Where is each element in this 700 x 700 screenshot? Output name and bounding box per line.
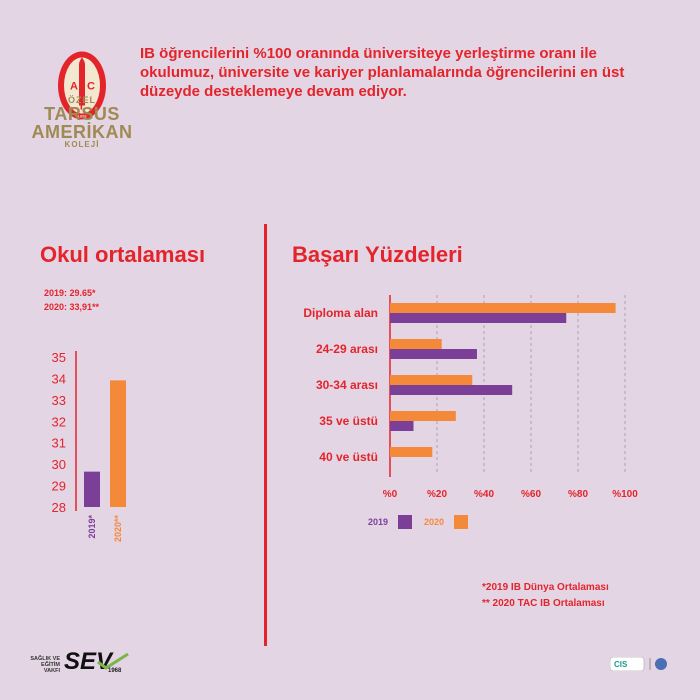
school-name-line1: ÖZEL xyxy=(68,95,96,105)
school-name-line4: KOLEJİ xyxy=(64,140,100,149)
left-chart-tick-label: 29 xyxy=(52,479,66,494)
cis-label: CIS xyxy=(614,660,628,669)
right-chart-tick-label: %100 xyxy=(612,489,638,500)
right-chart-category-label: Diploma alan xyxy=(303,306,378,320)
left-chart-tick-label: 32 xyxy=(52,414,66,429)
school-name-line3: AMERİKAN xyxy=(31,122,133,142)
sev-tagline-line1: SAĞLIK VE xyxy=(30,656,60,662)
right-chart-tick-label: %40 xyxy=(474,489,494,500)
right-chart-bar-2019 xyxy=(390,421,414,431)
sev-tagline-line2: EĞİTİM xyxy=(41,662,60,668)
left-chart-category-label: 2020** xyxy=(113,515,123,543)
sev-tagline-line3: VAKFI xyxy=(43,668,60,674)
cis-badge xyxy=(610,657,645,671)
left-chart-tick-label: 28 xyxy=(52,500,66,515)
left-chart-tick-label: 31 xyxy=(52,436,66,451)
basari-yuzdeleri-title: Başarı Yüzdeleri xyxy=(292,242,463,267)
torch-icon xyxy=(79,65,85,106)
cis-logo: CIS xyxy=(610,657,667,671)
logo-letter-a: A xyxy=(70,81,78,93)
left-chart-tick-label: 30 xyxy=(52,457,66,472)
left-chart-tick-label: 34 xyxy=(52,371,66,386)
right-chart-bar-2020 xyxy=(390,303,616,313)
right-chart-tick-label: %20 xyxy=(427,489,447,500)
school-name-line2: TARSUS xyxy=(44,104,120,124)
basari-yuzdeleri-chart: %0 %20 %40 %60 %80 %100 Diploma alan 24-29 aras… xyxy=(303,295,638,500)
sev-year: 1968 xyxy=(108,668,122,674)
right-chart-category-label: 40 ve üstü xyxy=(319,450,378,464)
left-chart-category-label: 2019* xyxy=(87,515,97,539)
right-chart-category-label: 30-34 arası xyxy=(316,378,378,392)
logo-letter-t: T xyxy=(78,101,85,113)
right-chart-bar-2020 xyxy=(390,411,456,421)
sev-check-icon xyxy=(97,652,129,670)
left-chart-tick-label: 33 xyxy=(52,393,66,408)
chart-legend: 2019 2020 xyxy=(368,515,468,529)
sev-logo-text: SEV xyxy=(64,648,113,675)
legend-swatch-2020 xyxy=(454,515,468,529)
left-chart-bar-2020 xyxy=(110,380,126,507)
right-chart-bar-2020 xyxy=(390,375,473,385)
average-2019: 2019: 29.65* xyxy=(44,288,96,298)
left-chart-bar-2019 xyxy=(84,471,100,507)
right-chart-bar-2019 xyxy=(390,313,567,323)
right-chart-category-label: 24-29 arası xyxy=(316,342,378,356)
okul-ortalamasi-title: Okul ortalaması xyxy=(40,242,206,267)
right-chart-bar-2020 xyxy=(390,339,442,349)
legend-label-2019: 2019 xyxy=(368,517,388,527)
right-chart-bar-2019 xyxy=(390,349,477,359)
section-divider xyxy=(264,224,267,646)
right-chart-tick-label: %60 xyxy=(521,489,541,500)
average-2020: 2020: 33,91** xyxy=(44,302,100,312)
right-chart-tick-label: %0 xyxy=(383,489,398,500)
headline-text: IB öğrencilerini %100 oranında üniversit… xyxy=(140,45,625,100)
right-chart-bar-2020 xyxy=(390,447,433,457)
left-chart-tick-label: 35 xyxy=(52,350,66,365)
sev-tagline: SAĞLIK VE EĞİTİM VAKFI xyxy=(30,656,60,674)
legend-label-2020: 2020 xyxy=(424,517,444,527)
right-chart-tick-label: %80 xyxy=(568,489,588,500)
legend-swatch-2019 xyxy=(398,515,412,529)
footnote-2019: *2019 IB Dünya Ortalaması xyxy=(482,582,609,593)
ib-globe-icon xyxy=(655,658,667,670)
right-chart-category-label: 35 ve üstü xyxy=(319,414,378,428)
logo-letter-c: C xyxy=(87,81,95,93)
okul-ortalamasi-chart: 28 29 30 31 32 33 34 35 2019* 2020** xyxy=(52,350,126,543)
footnote-2020: ** 2020 TAC IB Ortalaması xyxy=(482,598,605,609)
school-name: ÖZEL TARSUS AMERİKAN KOLEJİ xyxy=(20,96,144,149)
right-chart-bar-2019 xyxy=(390,385,513,395)
flame-icon xyxy=(79,57,85,70)
school-logo: A C T 1888 xyxy=(58,51,106,120)
logo-year: 1888 xyxy=(78,114,88,119)
